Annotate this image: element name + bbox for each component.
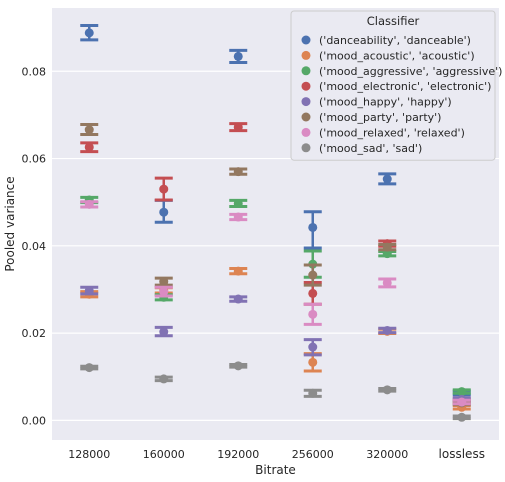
data-point [308, 288, 318, 298]
x-axis-ticks: 128000 160000 192000 256000 320000 lossless [68, 447, 485, 461]
data-point [159, 184, 169, 194]
legend-marker [301, 66, 311, 76]
legend-box [290, 10, 496, 161]
data-point [84, 142, 94, 152]
legend-marker [301, 50, 311, 60]
legend: Classifier ('danceability', 'danceable')… [290, 10, 502, 161]
x-axis-label: Bitrate [255, 463, 296, 477]
y-tick-label: 0.02 [22, 327, 47, 340]
data-point [233, 122, 243, 132]
legend-entry: ('mood_party', 'party') [319, 111, 441, 124]
legend-marker [301, 81, 311, 91]
x-tick-label: 160000 [143, 448, 185, 461]
data-point [457, 412, 467, 422]
legend-marker [301, 97, 311, 107]
legend-entry: ('mood_relaxed', 'relaxed') [319, 126, 465, 139]
y-axis-ticks: 0.00 0.02 0.04 0.06 0.08 [22, 65, 47, 427]
data-point [84, 125, 94, 135]
data-marks [80, 23, 471, 422]
legend-marker [301, 35, 311, 45]
series-group [80, 361, 471, 422]
x-tick-label: 192000 [217, 448, 259, 461]
data-point [84, 28, 94, 38]
data-point [233, 167, 243, 177]
legend-entry: ('mood_acoustic', 'acoustic') [319, 49, 475, 62]
data-point [308, 270, 318, 280]
y-axis-label: Pooled variance [3, 176, 17, 271]
data-point [382, 174, 392, 184]
x-tick-label: 320000 [366, 448, 408, 461]
data-point [159, 207, 169, 217]
legend-marker [301, 112, 311, 122]
data-point [382, 278, 392, 288]
y-tick-label: 0.08 [22, 65, 47, 78]
data-point [233, 51, 243, 61]
data-point [308, 342, 318, 352]
data-point [233, 266, 243, 276]
legend-entry: ('mood_aggressive', 'aggressive') [319, 65, 502, 78]
data-point [159, 277, 169, 287]
grid [52, 70, 499, 421]
data-point [233, 294, 243, 304]
data-point [382, 242, 392, 252]
data-point [233, 198, 243, 208]
data-point [382, 325, 392, 335]
x-tick-label: lossless [439, 447, 485, 461]
data-point [308, 222, 318, 232]
data-point [457, 387, 467, 397]
data-point [233, 361, 243, 371]
x-tick-label: 128000 [68, 448, 110, 461]
data-point [308, 388, 318, 398]
legend-marker [301, 127, 311, 137]
data-point [84, 363, 94, 373]
data-point [457, 397, 467, 407]
legend-entry: ('mood_sad', 'sad') [319, 142, 422, 155]
legend-entry: ('mood_happy', 'happy') [319, 96, 452, 109]
data-point [159, 374, 169, 384]
data-point [84, 286, 94, 296]
data-point [233, 212, 243, 222]
series-group [80, 199, 471, 407]
y-tick-label: 0.06 [22, 153, 47, 166]
legend-entry: ('danceability', 'danceable') [319, 34, 471, 47]
data-point [382, 249, 392, 259]
data-point [159, 287, 169, 297]
data-point [382, 385, 392, 395]
data-point [308, 309, 318, 319]
x-tick-label: 256000 [292, 448, 334, 461]
legend-entry: ('mood_electronic', 'electronic') [319, 80, 491, 93]
legend-marker [301, 143, 311, 153]
legend-title: Classifier [367, 14, 420, 28]
y-tick-label: 0.04 [22, 240, 47, 253]
y-tick-label: 0.00 [22, 414, 47, 427]
data-point [84, 199, 94, 209]
series-group [80, 23, 471, 398]
data-point [308, 357, 318, 367]
data-point [159, 327, 169, 337]
